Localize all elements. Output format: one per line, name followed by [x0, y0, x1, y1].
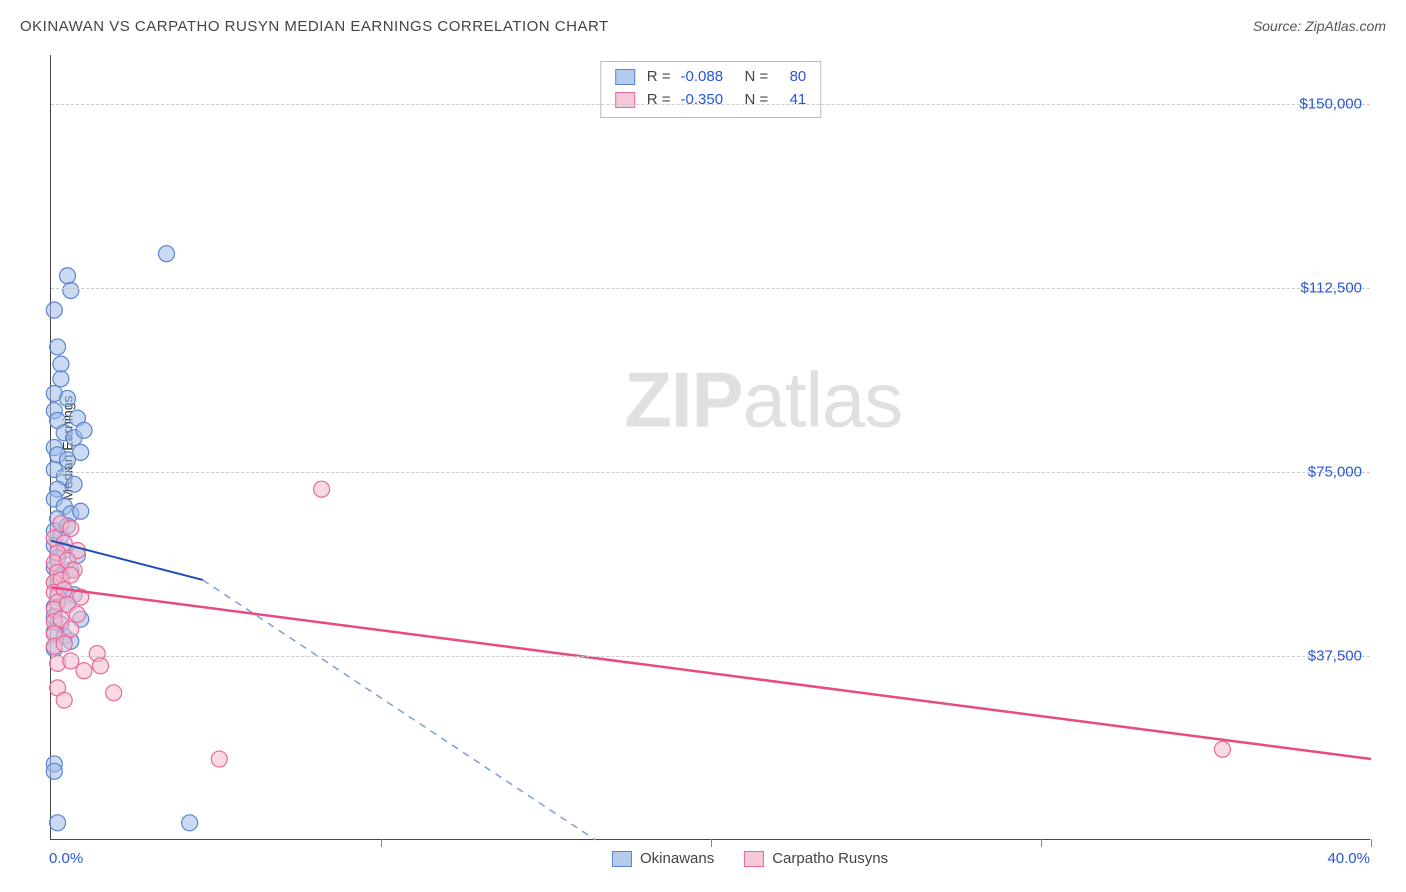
chart-container: Median Earnings ZIPatlas R =-0.088N =80R… — [50, 55, 1370, 840]
data-point — [211, 751, 227, 767]
scatter-svg — [51, 55, 1371, 840]
legend-item: Okinawans — [612, 850, 714, 867]
y-tick-label: $112,500 — [1301, 280, 1362, 297]
stats-row: R = -0.088 N = 80 — [615, 66, 807, 89]
y-tick-label: $75,000 — [1308, 464, 1362, 481]
data-point — [106, 685, 122, 701]
n-value: 80 — [778, 66, 806, 89]
data-point — [46, 763, 62, 779]
data-point — [53, 371, 69, 387]
trend-line — [51, 587, 1371, 759]
data-point — [76, 422, 92, 438]
gridline — [51, 288, 1370, 289]
legend-item: Carpatho Rusyns — [744, 850, 888, 867]
data-point — [159, 246, 175, 262]
x-tick — [1371, 839, 1372, 847]
plot-area: ZIPatlas R =-0.088N =80R =-0.350N =41 0.… — [50, 55, 1370, 840]
y-tick-label: $150,000 — [1299, 96, 1362, 113]
n-value: 41 — [778, 89, 806, 112]
data-point — [56, 636, 72, 652]
data-point — [1215, 741, 1231, 757]
data-point — [73, 503, 89, 519]
data-point — [53, 356, 69, 372]
data-point — [66, 476, 82, 492]
n-label: N = — [745, 89, 769, 112]
data-point — [63, 621, 79, 637]
legend-label: Okinawans — [640, 850, 714, 867]
y-tick-label: $37,500 — [1308, 648, 1362, 665]
x-tick — [381, 839, 382, 847]
legend-label: Carpatho Rusyns — [772, 850, 888, 867]
data-point — [63, 520, 79, 536]
gridline — [51, 472, 1370, 473]
r-label: R = — [647, 89, 671, 112]
data-point — [50, 339, 66, 355]
data-point — [60, 268, 76, 284]
x-axis-max-label: 40.0% — [1327, 850, 1370, 867]
data-point — [182, 815, 198, 831]
x-tick — [1041, 839, 1042, 847]
data-point — [69, 606, 85, 622]
data-point — [60, 390, 76, 406]
series-swatch — [615, 69, 635, 85]
x-tick — [711, 839, 712, 847]
trend-line-extrapolated — [203, 580, 596, 840]
gridline — [51, 104, 1370, 105]
data-point — [93, 658, 109, 674]
series-swatch — [615, 92, 635, 108]
header: OKINAWAN VS CARPATHO RUSYN MEDIAN EARNIN… — [20, 18, 1386, 35]
legend-swatch — [612, 851, 632, 867]
r-label: R = — [647, 66, 671, 89]
data-point — [56, 692, 72, 708]
gridline — [51, 656, 1370, 657]
legend-swatch — [744, 851, 764, 867]
legend: Okinawans Carpatho Rusyns — [612, 850, 888, 867]
source-label: Source: ZipAtlas.com — [1253, 18, 1386, 34]
data-point — [50, 815, 66, 831]
r-value: -0.088 — [681, 66, 733, 89]
correlation-stats-box: R = -0.088 N = 80 R = -0.350 N = 41 — [600, 61, 822, 118]
data-point — [76, 663, 92, 679]
chart-title: OKINAWAN VS CARPATHO RUSYN MEDIAN EARNIN… — [20, 18, 609, 35]
stats-row: R = -0.350 N = 41 — [615, 89, 807, 112]
data-point — [73, 444, 89, 460]
data-point — [63, 567, 79, 583]
n-label: N = — [745, 66, 769, 89]
r-value: -0.350 — [681, 89, 733, 112]
data-point — [63, 283, 79, 299]
x-axis-min-label: 0.0% — [49, 850, 83, 867]
data-point — [314, 481, 330, 497]
data-point — [46, 302, 62, 318]
